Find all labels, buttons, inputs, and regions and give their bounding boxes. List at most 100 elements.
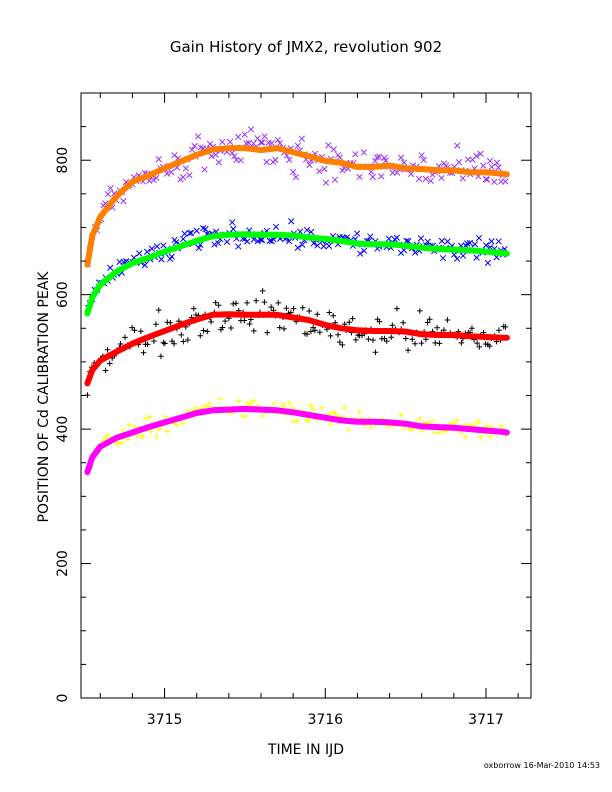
data-point [235,133,242,141]
data-point [106,360,113,367]
data-point [138,328,144,335]
data-point [158,353,164,360]
data-point [104,346,111,353]
data-point [180,338,187,345]
trend-line [84,145,510,268]
data-point [365,336,372,342]
x-tick-label: 3717 [468,712,504,728]
data-point [250,140,257,147]
data-point [378,173,385,180]
data-point [247,126,255,133]
trend-line-3 [84,231,510,317]
data-point [222,318,228,324]
data-point [484,259,491,267]
data-point [307,402,314,409]
data-point [206,140,214,148]
data-point [455,159,463,166]
data-point [102,367,109,374]
data-point [352,151,359,158]
data-point [356,409,363,415]
data-point [186,229,193,237]
data-point [488,163,495,171]
data-point [131,327,138,334]
data-point [212,299,219,306]
data-point [197,332,204,339]
trend-line-1 [84,145,510,268]
data-point [156,426,162,433]
data-point [349,315,356,322]
data-point [158,256,165,263]
data-point [191,142,198,150]
data-point [299,241,306,248]
data-point [476,344,483,350]
data-point [160,339,167,346]
data-point [473,254,480,261]
data-point [148,428,155,435]
data-point [420,156,427,164]
data-point [283,305,290,312]
points-series-4 [84,288,509,398]
data-point [475,234,483,242]
x-axis-label: TIME IN IJD [267,742,344,758]
data-point [266,237,273,244]
data-point [412,340,418,347]
y-tick-label: 400 [55,416,71,443]
data-point [107,185,114,192]
data-point [330,146,337,153]
data-point [306,308,312,314]
data-point [263,158,270,166]
data-point [131,423,138,430]
data-point [162,340,168,347]
data-point [122,334,128,341]
data-point [143,415,149,421]
data-point [268,304,274,310]
data-point [201,402,208,409]
data-point [201,166,208,173]
data-point [115,441,122,447]
data-point [369,173,376,181]
data-point [475,419,482,425]
data-point [339,342,346,348]
data-point [438,237,446,245]
data-point [215,159,222,166]
data-point [272,223,280,231]
data-point [299,304,306,311]
data-point [163,170,171,177]
data-point [118,439,125,446]
data-point [331,176,339,183]
data-point [126,422,133,428]
data-point [272,156,279,164]
trend-line [84,405,510,476]
data-point [257,236,264,243]
data-point [469,325,475,332]
data-point [120,427,126,434]
data-point [317,329,323,336]
data-point [356,173,363,181]
trend-line-7 [84,405,510,476]
data-point [415,175,423,183]
data-point [286,400,292,406]
data-point [286,156,293,163]
data-point [422,175,429,183]
data-point [174,421,180,428]
data-point [151,338,157,344]
data-point [424,238,431,245]
data-point [336,339,343,345]
data-point [493,159,501,166]
data-point [168,169,175,176]
data-point [389,322,396,328]
data-point [236,398,242,405]
data-point [341,405,348,411]
data-point [407,426,413,433]
y-tick-label: 200 [55,550,71,577]
data-point [259,413,265,419]
data-point [405,347,411,354]
data-point [488,238,495,245]
data-point [185,337,191,343]
data-point [204,328,211,335]
data-point [258,236,266,244]
data-point [219,138,226,146]
data-point [294,244,301,251]
data-point [257,139,265,146]
y-tick-label: 800 [55,147,71,174]
